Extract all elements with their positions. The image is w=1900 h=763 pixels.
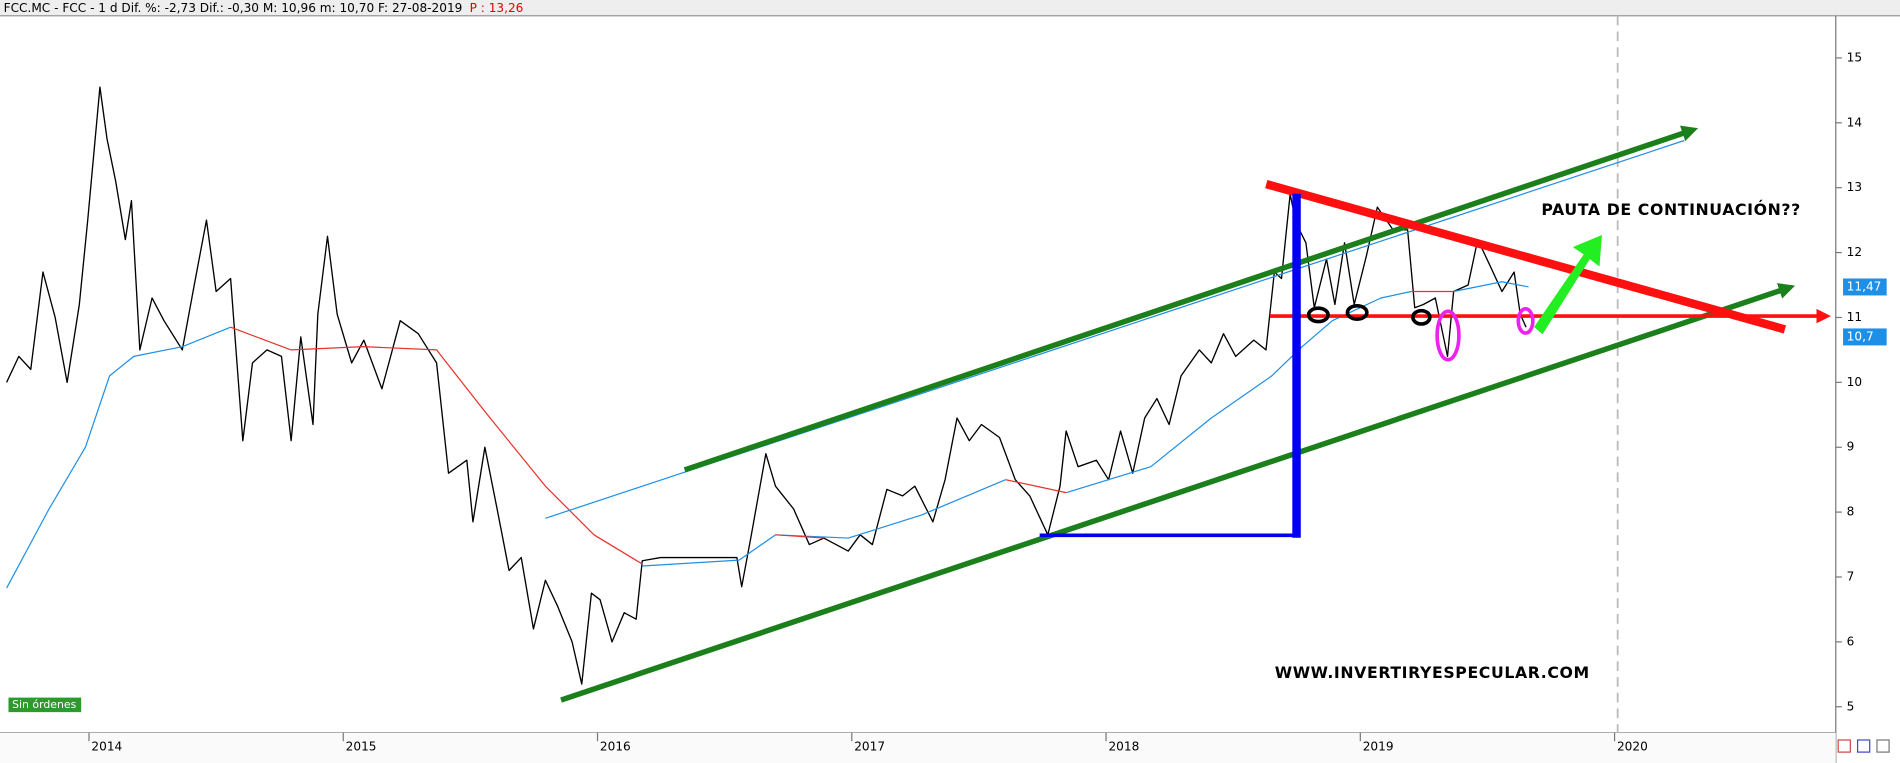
badge [8, 697, 82, 713]
header-info: FCC.MC - FCC - 1 d Dif. %: -2,73 Dif.: -… [4, 1, 463, 15]
y-tick-label: 13 [1847, 180, 1862, 194]
toolbar-icon[interactable] [1856, 739, 1871, 753]
price-tag-label: 10,7 [1847, 329, 1874, 343]
lower-channel [560, 283, 1796, 703]
upper-channel [683, 125, 1699, 473]
y-tick-label: 9 [1847, 440, 1855, 454]
x-tick-label: 2015 [346, 740, 377, 754]
price-tag [1843, 278, 1887, 296]
toolbar-icon[interactable] [1876, 739, 1890, 753]
series-line [6, 86, 1527, 685]
series-layer [6, 86, 1529, 685]
x-tick-label: 2019 [1363, 740, 1394, 754]
annotation-text: PAUTA DE CONTINUACIÓN?? [1541, 200, 1801, 219]
y-tick-label: 14 [1847, 115, 1863, 129]
y-tick-label: 8 [1847, 505, 1855, 519]
x-tick-label: 2016 [600, 740, 631, 754]
y-tick-label: 15 [1847, 50, 1862, 64]
series-line [230, 290, 1454, 565]
touch-mark [1345, 303, 1369, 321]
y-tick-label: 10 [1847, 375, 1862, 389]
x-tick-label: 2020 [1617, 740, 1648, 754]
y-tick-label: 12 [1847, 245, 1862, 259]
header-price: P : 13,26 [470, 1, 524, 15]
watermark: WWW.INVERTIRYESPECULAR.COM [1275, 663, 1590, 682]
series-line [6, 281, 1529, 589]
touch-mark [1306, 306, 1330, 324]
price-tag-label: 11,47 [1847, 279, 1882, 293]
badge-text: Sin órdenes [12, 698, 76, 711]
touch-mark [1411, 308, 1432, 326]
y-tick-label: 5 [1847, 699, 1855, 713]
header-bar [0, 0, 1900, 16]
x-tick-label: 2017 [854, 740, 885, 754]
resistance-line [1265, 180, 1787, 334]
false-break-mark [1435, 309, 1461, 362]
x-axis-band [0, 732, 1836, 763]
y-tick-label: 6 [1847, 634, 1855, 648]
x-tick-label: 2014 [91, 740, 122, 754]
toolbar-icon[interactable] [1837, 739, 1851, 753]
y-tick-label: 11 [1847, 310, 1862, 324]
false-break-mark [1516, 307, 1535, 335]
price-tag [1843, 328, 1887, 346]
y-tick-label: 7 [1847, 570, 1855, 584]
breakout-arrow [1534, 234, 1602, 335]
x-tick-label: 2018 [1108, 740, 1139, 754]
